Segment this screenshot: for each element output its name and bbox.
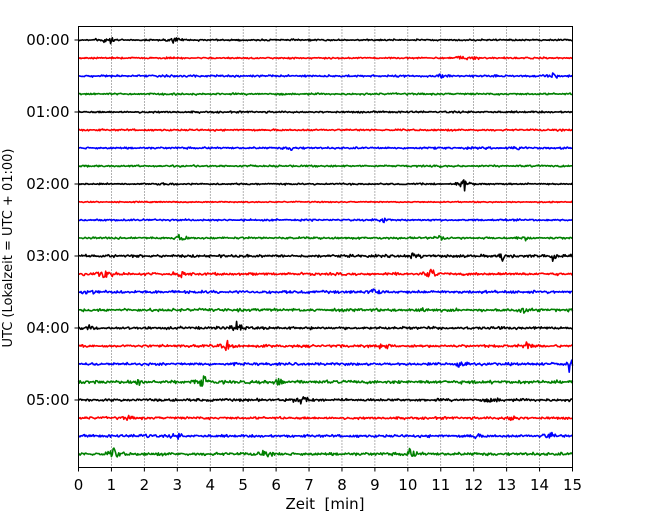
y-tick-label: 04:00 <box>26 319 69 337</box>
x-tick-label: 0 <box>74 476 84 494</box>
trace-0100 <box>77 110 573 114</box>
trace-0030 <box>78 72 574 79</box>
trace-0415 <box>78 339 573 352</box>
trace-0130 <box>78 145 573 151</box>
trace-0500 <box>78 396 573 405</box>
y-tick-label: 05:00 <box>26 391 69 409</box>
y-tick-label: 01:00 <box>26 103 69 121</box>
trace-0015 <box>77 55 573 61</box>
y-tick-label: 03:00 <box>26 247 69 265</box>
x-tick-label: 5 <box>238 476 248 494</box>
x-tick-label: 14 <box>530 476 549 494</box>
x-tick-label: 12 <box>464 476 483 494</box>
x-tick-label: 13 <box>497 476 516 494</box>
x-tick-label: 7 <box>304 476 314 494</box>
trace-0145 <box>78 164 573 168</box>
x-axis-label: Zeit [min] <box>285 495 364 513</box>
x-tick-label: 9 <box>370 476 380 494</box>
trace-group <box>77 37 574 458</box>
trace-0430 <box>78 359 574 373</box>
y-tick-label: 02:00 <box>26 175 69 193</box>
x-tick-label: 2 <box>140 476 150 494</box>
x-tick-label: 15 <box>563 476 582 494</box>
trace-0300 <box>78 252 574 262</box>
x-tick-label: 1 <box>107 476 117 494</box>
trace-0315 <box>78 268 573 279</box>
trace-0045 <box>78 92 573 96</box>
x-tick-label: 11 <box>431 476 450 494</box>
trace-0215 <box>78 200 574 204</box>
plot-frame <box>78 26 573 468</box>
trace-0400 <box>78 320 573 332</box>
x-tick-label: 10 <box>398 476 417 494</box>
y-axis-ticks: 00:00 01:00 02:00 03:00 04:00 05:00 <box>26 31 79 409</box>
x-tick-label: 3 <box>173 476 183 494</box>
x-tick-label: 8 <box>337 476 347 494</box>
y-tick-label: 00:00 <box>26 31 69 49</box>
y-axis-label: UTC (Lokalzeit = UTC + 01:00) <box>1 149 16 348</box>
x-tick-label: 4 <box>205 476 215 494</box>
trace-0115 <box>78 128 574 132</box>
trace-0330 <box>78 288 573 295</box>
trace-0200 <box>77 179 574 192</box>
trace-0000 <box>78 37 573 45</box>
trace-0530 <box>77 431 574 440</box>
trace-0345 <box>78 307 574 314</box>
trace-0515 <box>78 414 573 422</box>
trace-0245 <box>78 233 573 242</box>
x-axis-ticks: 0 1 2 3 4 5 6 7 8 9 10 11 12 13 14 15 <box>74 467 582 494</box>
trace-0545 <box>77 447 574 458</box>
trace-0230 <box>77 217 574 224</box>
x-tick-label: 6 <box>271 476 281 494</box>
trace-0445 <box>77 375 574 387</box>
